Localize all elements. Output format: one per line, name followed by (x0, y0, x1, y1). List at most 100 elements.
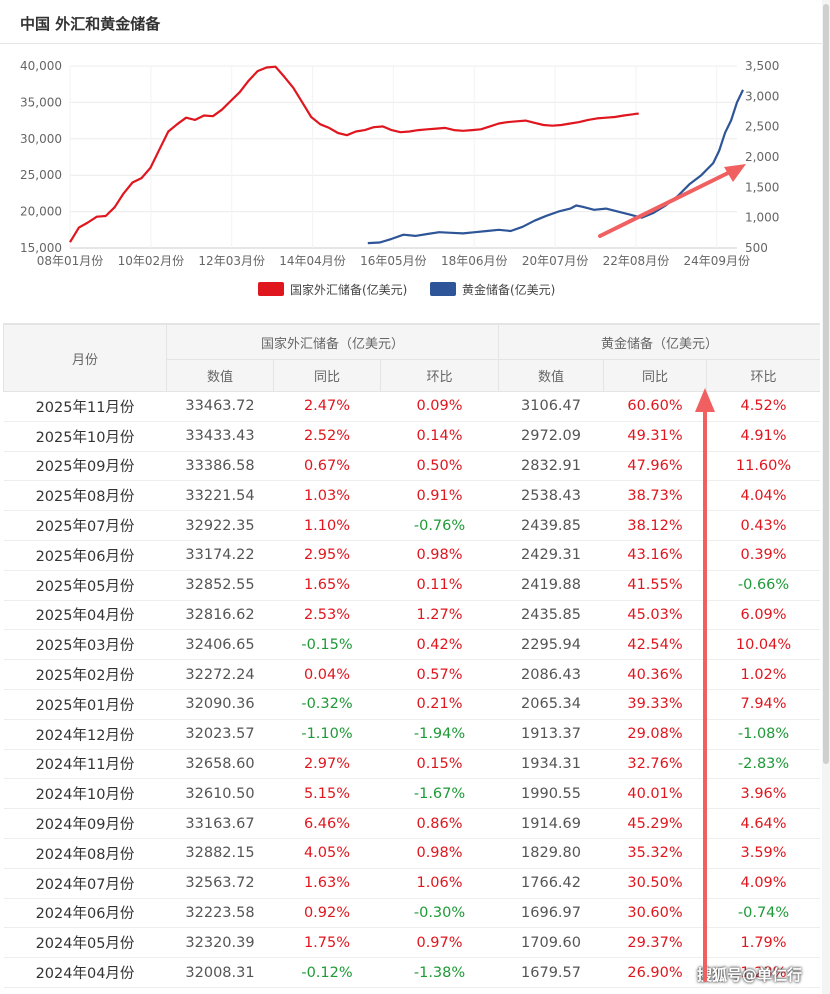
cell-fx-value: 32406.65 (166, 629, 274, 661)
cell-fx-value: 32090.36 (166, 689, 274, 720)
table-row: 2024年04月份 32008.31 -0.12% -1.38% 1679.57 26.9… (3, 957, 820, 988)
cell-fx-value: 32563.72 (166, 868, 274, 899)
cell-month: 2025年06月份 (3, 540, 167, 571)
cell-gold-mom: 0.39% (706, 540, 820, 571)
cell-gold-yoy: 39.33% (603, 689, 707, 720)
cell-gold-value: 1913.37 (498, 719, 604, 750)
cell-gold-yoy: 60.60% (603, 391, 707, 422)
reserves-table: 月份 国家外汇储备（亿美元） 黄金储备（亿美元） 数值 同比 环比 数值 同比 … (3, 324, 820, 988)
cell-fx-yoy: 6.46% (273, 808, 381, 839)
scrollbar-thumb[interactable] (823, 4, 829, 764)
y-right-tick-label: 2,000 (745, 150, 779, 164)
cell-month: 2024年12月份 (3, 719, 167, 750)
y-right-tick-label: 3,500 (745, 59, 779, 73)
reserves-table-container[interactable]: 月份 国家外汇储备（亿美元） 黄金储备（亿美元） 数值 同比 环比 数值 同比 … (3, 323, 820, 994)
x-tick-label: 14年04月份 (279, 254, 346, 268)
cell-fx-value: 32882.15 (166, 838, 274, 869)
cell-fx-value: 32922.35 (166, 510, 274, 541)
cell-fx-yoy: -0.32% (273, 689, 381, 720)
group-header-gold: 黄金储备（亿美元） (498, 324, 820, 360)
table-row: 2025年07月份 32922.35 1.10% -0.76% 2439.85 38.12… (3, 510, 820, 541)
cell-gold-mom: -2.83% (706, 749, 820, 780)
cell-fx-value: 33221.54 (166, 480, 274, 512)
cell-fx-mom: -1.94% (380, 719, 499, 750)
cell-gold-yoy: 35.32% (603, 838, 707, 869)
table-row: 2024年06月份 32223.58 0.92% -0.30% 1696.97 30.60… (3, 898, 820, 929)
cell-fx-mom: 0.86% (380, 808, 499, 839)
cell-gold-mom: 1.02% (706, 659, 820, 690)
cell-gold-mom: 0.43% (706, 510, 820, 541)
cell-gold-value: 2832.91 (498, 451, 604, 482)
cell-fx-mom: 0.98% (380, 838, 499, 869)
cell-fx-yoy: 2.95% (273, 540, 381, 571)
cell-gold-yoy: 29.37% (603, 927, 707, 959)
cell-fx-value: 33163.67 (166, 808, 274, 839)
cell-fx-mom: -1.38% (380, 957, 499, 988)
cell-gold-value: 1766.42 (498, 868, 604, 899)
cell-month: 2025年02月份 (3, 659, 167, 690)
cell-gold-yoy: 26.90% (603, 957, 707, 988)
cell-fx-value: 32320.39 (166, 927, 274, 959)
cell-fx-yoy: 2.53% (273, 600, 381, 631)
card-header: 中国 外汇和黄金储备 (0, 0, 822, 44)
cell-fx-value: 33174.22 (166, 540, 274, 571)
cell-gold-mom: -1.08% (706, 719, 820, 750)
cell-fx-yoy: 4.05% (273, 838, 381, 869)
cell-fx-yoy: 1.63% (273, 868, 381, 899)
cell-gold-yoy: 40.01% (603, 778, 707, 810)
cell-gold-yoy: 45.29% (603, 808, 707, 839)
cell-fx-yoy: 0.92% (273, 898, 381, 929)
cell-fx-mom: -0.30% (380, 898, 499, 929)
cell-gold-mom: 4.64% (706, 808, 820, 839)
legend-swatch-fx (258, 282, 284, 296)
cell-gold-mom: -0.66% (706, 570, 820, 601)
cell-month: 2025年07月份 (3, 510, 167, 541)
cell-gold-yoy: 30.50% (603, 868, 707, 899)
x-tick-label: 20年07月份 (522, 254, 589, 268)
cell-gold-yoy: 30.60% (603, 898, 707, 929)
cell-gold-mom: -0.74% (706, 898, 820, 929)
cell-gold-mom: 4.91% (706, 421, 820, 452)
table-row: 2025年04月份 32816.62 2.53% 1.27% 2435.85 45.03%… (3, 600, 820, 631)
col-header-fx-mom: 环比 (379, 359, 500, 392)
cell-fx-mom: 0.14% (380, 421, 499, 452)
cell-fx-yoy: 1.03% (273, 480, 381, 512)
cell-gold-mom: 7.94% (706, 689, 820, 720)
cell-fx-mom: 0.09% (380, 391, 499, 422)
x-tick-label: 08年01月份 (37, 254, 104, 268)
cell-fx-value: 32852.55 (166, 570, 274, 601)
table-row: 2024年09月份 33163.67 6.46% 0.86% 1914.69 45.29%… (3, 808, 820, 839)
cell-gold-value: 1914.69 (498, 808, 604, 839)
col-header-fx-value: 数值 (166, 359, 274, 392)
y-left-tick-label: 20,000 (20, 205, 62, 219)
cell-month: 2024年06月份 (3, 898, 167, 929)
cell-month: 2025年05月份 (3, 570, 167, 601)
cell-fx-mom: 0.15% (380, 749, 499, 780)
cell-gold-value: 2538.43 (498, 480, 604, 512)
page-scrollbar[interactable] (822, 0, 830, 994)
x-tick-label: 18年06月份 (441, 254, 508, 268)
cell-fx-mom: 0.42% (380, 629, 499, 661)
cell-gold-yoy: 47.96% (603, 451, 707, 482)
cell-fx-mom: 1.27% (380, 600, 499, 631)
cell-gold-value: 2435.85 (498, 600, 604, 631)
cell-gold-mom: 3.96% (706, 778, 820, 810)
table-annotation-arrow (695, 388, 715, 982)
cell-gold-mom: 10.04% (706, 629, 820, 661)
cell-fx-yoy: 1.10% (273, 510, 381, 541)
cell-month: 2025年08月份 (3, 480, 167, 512)
col-header-gold-yoy: 同比 (603, 359, 708, 392)
y-left-tick-label: 25,000 (20, 168, 62, 182)
cell-gold-yoy: 32.76% (603, 749, 707, 780)
cell-fx-value: 33433.43 (166, 421, 274, 452)
table-row: 2024年11月份 32658.60 2.97% 0.15% 1934.31 32.76%… (3, 749, 820, 780)
cell-fx-value: 32008.31 (166, 957, 274, 988)
table-row: 2025年02月份 32272.24 0.04% 0.57% 2086.43 40.36%… (3, 659, 820, 690)
cell-fx-mom: 0.21% (380, 689, 499, 720)
legend-swatch-gold (430, 282, 456, 296)
cell-gold-mom: 4.04% (706, 480, 820, 512)
cell-gold-mom: 6.09% (706, 600, 820, 631)
cell-fx-value: 33463.72 (166, 391, 274, 422)
cell-gold-yoy: 49.31% (603, 421, 707, 452)
cell-gold-yoy: 40.36% (603, 659, 707, 690)
